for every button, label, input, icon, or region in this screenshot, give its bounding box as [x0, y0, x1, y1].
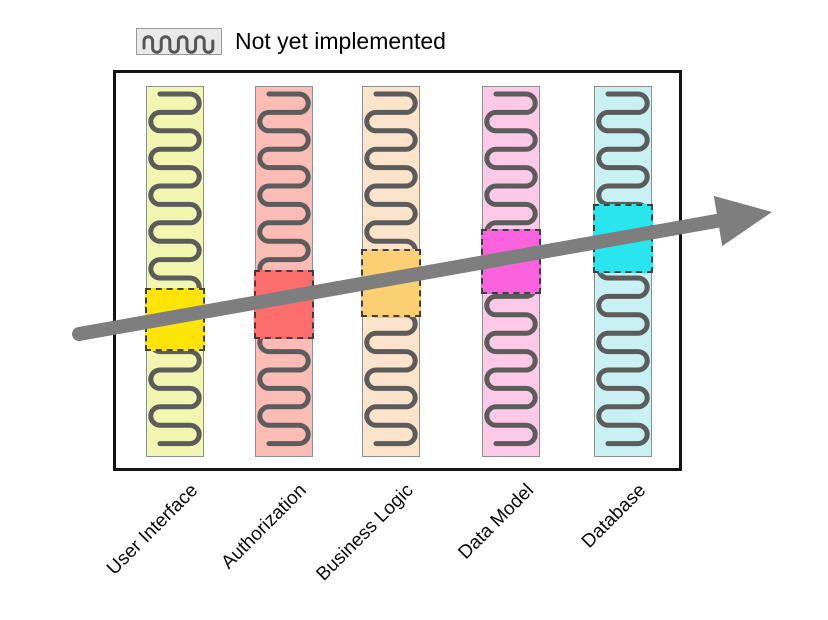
layer-bar-data-model: [481, 86, 541, 457]
layer-label-business-logic: Business Logic: [312, 480, 418, 586]
squiggle-icon: [142, 35, 215, 54]
layer-label-data-model: Data Model: [454, 480, 538, 564]
legend-label: Not yet implemented: [235, 28, 446, 54]
arrow-head-icon: [713, 195, 772, 247]
not-implemented-swatch: [136, 28, 222, 55]
layer-label-database: Database: [577, 480, 650, 553]
highlight-slice-user-interface: [145, 288, 205, 351]
layer-bar-database: [593, 86, 653, 457]
not-implemented-squiggle: [147, 87, 205, 458]
layer-label-user-interface: User Interface: [102, 480, 202, 580]
layer-bar-user-interface: [145, 86, 205, 458]
highlight-slice-database: [593, 204, 653, 273]
highlight-slice-business-logic: [361, 249, 421, 317]
legend: Not yet implemented: [136, 28, 446, 55]
highlight-slice-authorization: [254, 270, 314, 339]
layer-bar-authorization: [254, 86, 314, 457]
highlight-slice-data-model: [481, 229, 541, 294]
layer-label-authorization: Authorization: [217, 480, 311, 574]
layer-bar-business-logic: [361, 86, 421, 457]
